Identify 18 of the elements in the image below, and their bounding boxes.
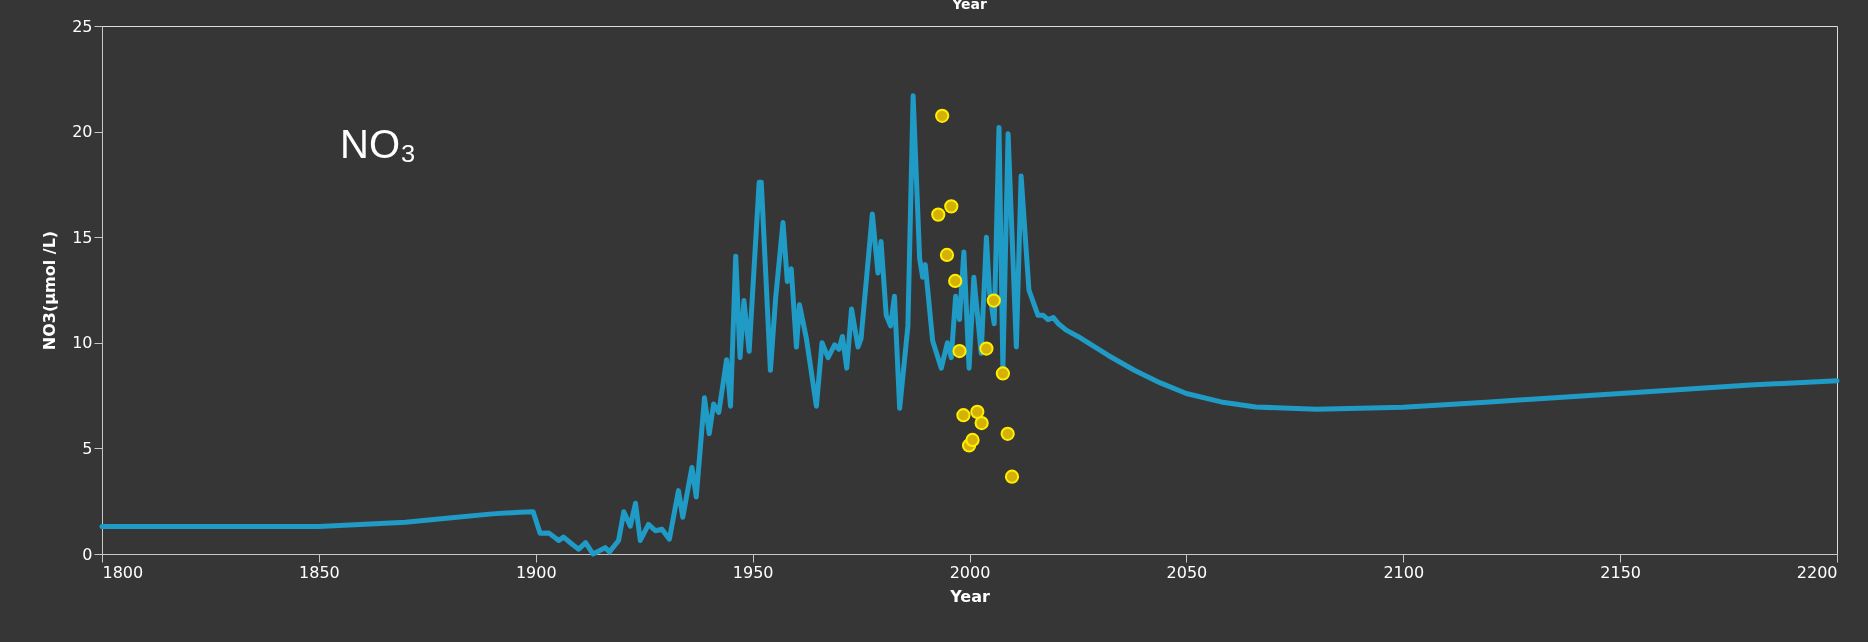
x-tick-label: 1800 [102, 562, 144, 582]
x-tick-label: 1900 [515, 562, 557, 582]
x-tick-label: 2000 [949, 562, 991, 582]
annotation: NO₃ [340, 122, 417, 166]
x-tick-label: 2100 [1383, 562, 1425, 582]
y-tick-label: 15 [72, 227, 93, 247]
y-tick-label: 20 [72, 122, 93, 142]
y-axis-title: NO3(μmol /L) [40, 230, 60, 351]
y-tick-label: 25 [72, 16, 93, 36]
x-tick-label: 2050 [1166, 562, 1208, 582]
y-tick-label: 10 [72, 333, 93, 353]
y-tick-label: 5 [82, 438, 93, 458]
x-tick-label: 1850 [299, 562, 340, 582]
x-tick-label: 1950 [732, 562, 774, 582]
x-tick-label: 2200 [1796, 562, 1838, 582]
y-tick-label: 0 [82, 544, 93, 564]
x-axis-title: Year [949, 586, 990, 606]
x-tick-label: 2150 [1600, 562, 1641, 582]
